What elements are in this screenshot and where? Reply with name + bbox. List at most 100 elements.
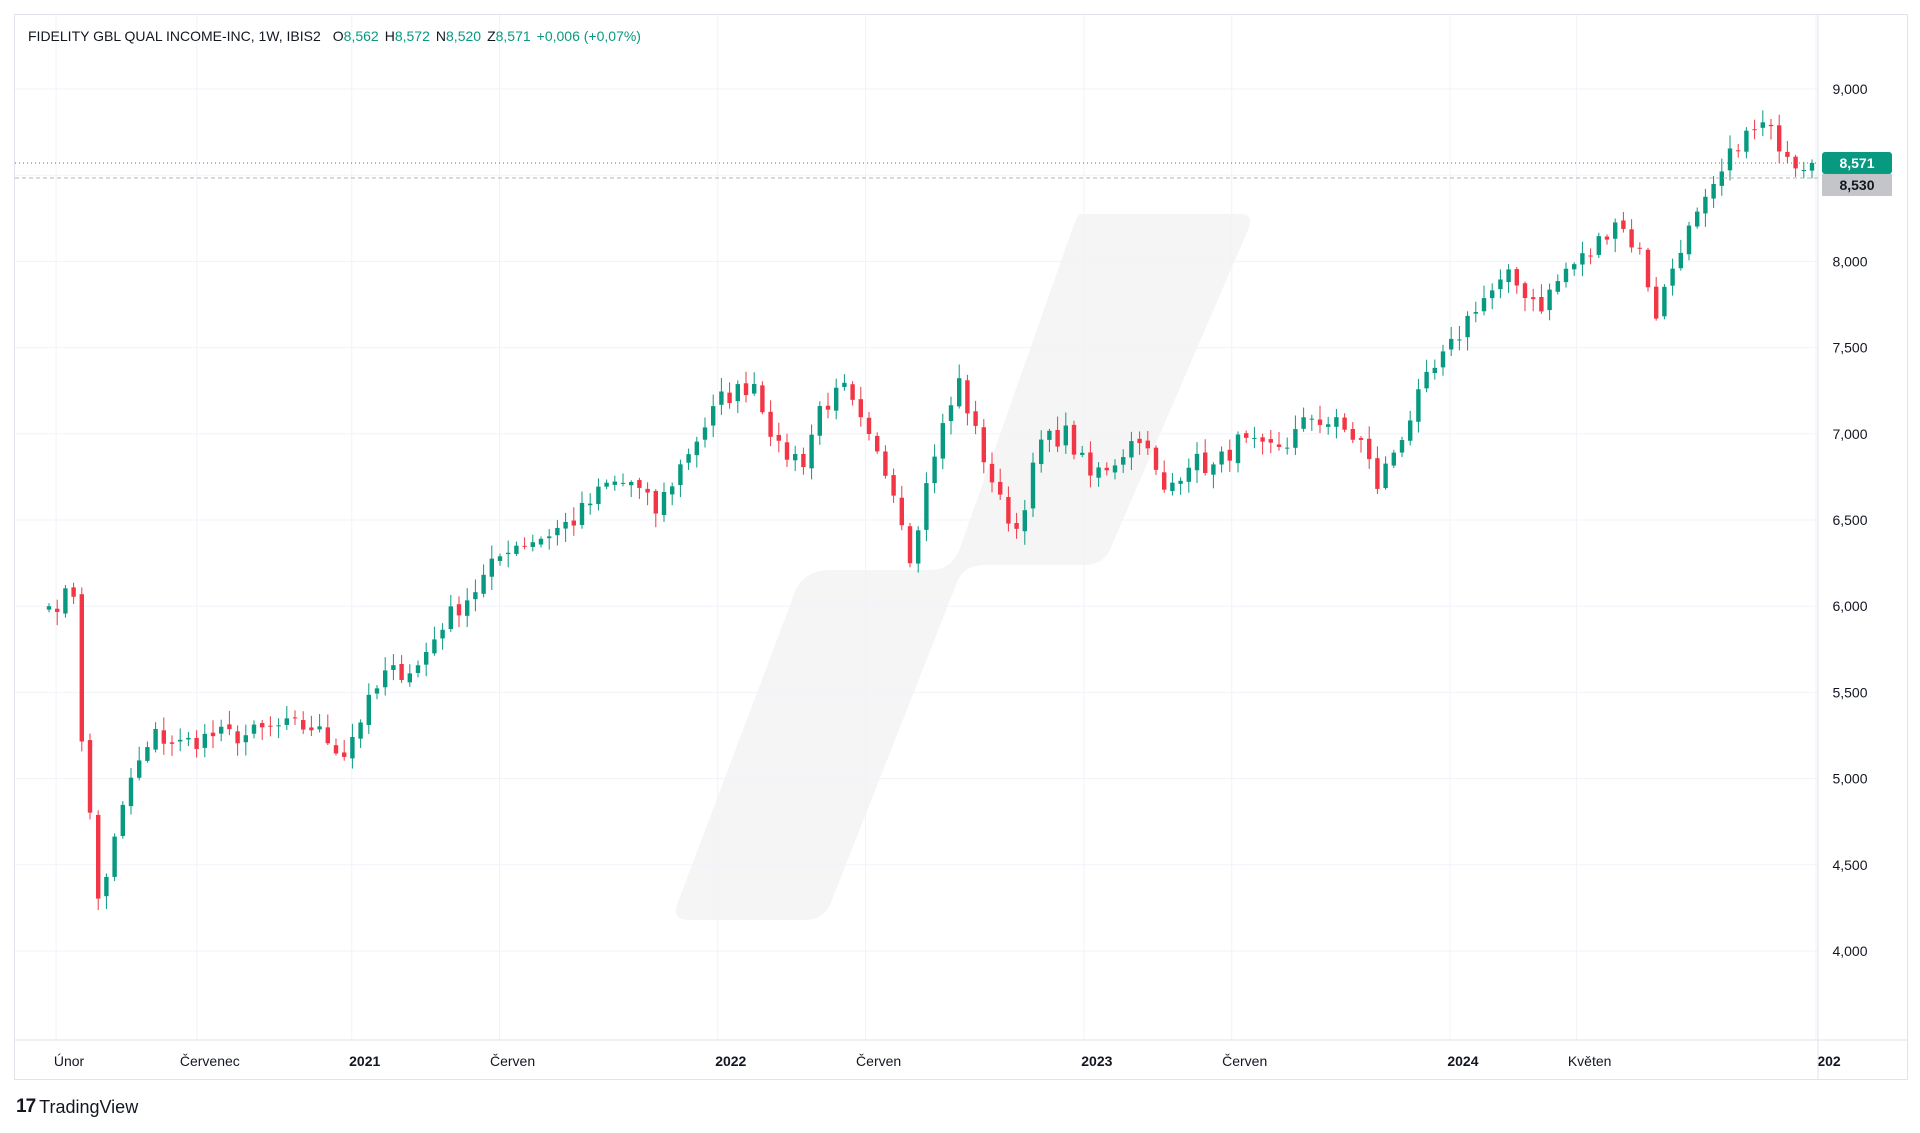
tradingview-logo-icon: 17 (16, 1096, 36, 1117)
candle-body (153, 728, 158, 750)
candle-body (1170, 482, 1175, 492)
candle-body (251, 724, 257, 734)
open-label: O (332, 28, 344, 44)
candle-body (948, 405, 954, 422)
candle-body (1547, 289, 1552, 311)
candle-body (506, 552, 511, 555)
prev-close-tag[interactable] (1822, 173, 1892, 196)
candle-body (817, 406, 822, 436)
candle-body (432, 639, 437, 654)
candle-body (202, 733, 207, 748)
candle-body (588, 503, 593, 506)
candle-body (399, 663, 404, 680)
last-price-tag[interactable] (1822, 151, 1892, 174)
candle-body (235, 731, 240, 744)
candle-body (1465, 315, 1470, 338)
candle-body (801, 453, 806, 468)
candle-body (292, 717, 298, 719)
chart-legend: FIDELITY GBL QUAL INCOME-INC, 1W, IBIS2 … (28, 28, 641, 44)
candle-body (268, 725, 273, 727)
candle-body (1580, 253, 1585, 265)
candle-body (145, 747, 150, 761)
candle-body (137, 760, 142, 778)
candle-body (1604, 236, 1610, 240)
candle-body (538, 538, 544, 545)
candle-body (735, 384, 740, 402)
candle-body (866, 417, 872, 434)
candle-body (932, 456, 937, 484)
y-tick-label: 6,500 (1832, 512, 1867, 528)
candle-body (1186, 467, 1191, 482)
candle-body (1440, 351, 1446, 368)
tradingview-watermark-icon (675, 214, 1251, 920)
candle-body (1309, 418, 1314, 420)
candle-body (333, 745, 339, 754)
prev-close-tag-label: 8,530 (1839, 177, 1874, 193)
tradingview-brand[interactable]: 17 TradingView (16, 1096, 138, 1118)
candle-body (1030, 462, 1036, 509)
candle-body (481, 574, 486, 594)
candle-body (842, 382, 847, 388)
candle-body (899, 497, 904, 526)
candle-body (776, 434, 781, 441)
last-price-tag-label: 8,571 (1839, 155, 1874, 171)
candle-body (965, 380, 970, 414)
candle-body (366, 694, 371, 726)
candle-body (883, 451, 888, 476)
low-label: N (435, 28, 447, 44)
candle-body (809, 434, 814, 469)
y-tick-label: 5,500 (1832, 684, 1867, 700)
x-tick-label: 202 (1817, 1053, 1841, 1069)
candle-body (128, 777, 134, 807)
high-label: H (384, 28, 395, 44)
candle-body (850, 384, 855, 400)
candle-body (383, 670, 388, 688)
candle-body (178, 739, 183, 742)
candle-body (79, 594, 84, 742)
candle-body (1317, 419, 1323, 425)
low-value: 8,520 (446, 28, 482, 44)
candle-body (1301, 417, 1306, 429)
candle-body (112, 836, 117, 877)
candle-body (46, 606, 52, 610)
candle-body (629, 481, 634, 486)
candle-body (1727, 148, 1733, 171)
candle-body (1145, 440, 1150, 449)
candle-body (1342, 417, 1347, 430)
candle-body (391, 665, 396, 670)
x-tick-label: 2023 (1081, 1053, 1112, 1069)
candle-body (342, 752, 347, 757)
y-tick-label: 9,000 (1832, 81, 1867, 97)
candle-body (194, 737, 199, 750)
candle-body (1424, 371, 1429, 389)
candle-body (374, 688, 380, 694)
candle-body (1399, 440, 1405, 453)
candle-body (1211, 464, 1216, 475)
candle-body (1777, 125, 1782, 152)
candle-body (87, 740, 93, 813)
candle-body (1112, 465, 1118, 473)
candle-body (719, 391, 724, 405)
close-label: Z (487, 28, 496, 44)
candle-body (514, 545, 519, 554)
candle-body (1039, 439, 1044, 465)
candle-body (1383, 463, 1388, 489)
candle-body (998, 481, 1003, 495)
candle-body (284, 718, 289, 725)
open-value: 8,562 (343, 28, 379, 44)
candle-body (1235, 434, 1241, 464)
candle-body (1334, 417, 1339, 427)
candle-body (358, 722, 363, 739)
candle-body (1563, 268, 1569, 283)
x-tick-label: Červenec (180, 1053, 240, 1069)
candle-body (1785, 151, 1790, 157)
candle-body (661, 491, 667, 516)
candle-body (440, 629, 445, 639)
candle-body (1244, 433, 1249, 438)
candle-body (1252, 437, 1257, 439)
candle-body (1645, 249, 1651, 288)
candle-body (325, 727, 330, 744)
x-tick-label: Červen (490, 1053, 535, 1069)
candle-body (957, 378, 962, 407)
